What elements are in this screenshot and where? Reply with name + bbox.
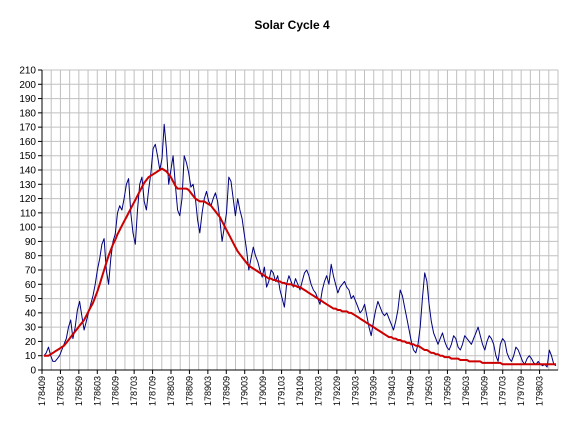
y-tick-label: 190: [19, 94, 36, 105]
x-tick-label: 179303: [350, 376, 360, 406]
y-tick-label: 200: [19, 80, 36, 91]
y-tick-label: 10: [25, 351, 37, 362]
x-tick-label: 178803: [166, 376, 176, 406]
x-tick-label: 179209: [332, 376, 342, 406]
y-tick-label: 30: [25, 323, 37, 334]
x-tick-label: 179609: [479, 376, 489, 406]
x-tick-label: 178509: [74, 376, 84, 406]
x-tick-label: 179703: [498, 376, 508, 406]
x-tick-label: 179003: [240, 376, 250, 406]
x-tick-label: 179803: [535, 376, 545, 406]
x-tick-label: 178703: [129, 376, 139, 406]
x-tick-label: 179103: [277, 376, 287, 406]
y-tick-label: 40: [25, 308, 37, 319]
x-tick-label: 178909: [221, 376, 231, 406]
y-axis: 0 10 20 30 40 50 60 70 80 90 100 110 120 130 140 150 160…: [19, 66, 43, 377]
x-tick-label: 178409: [37, 376, 47, 406]
y-tick-label: 170: [19, 123, 36, 134]
y-tick-label: 70: [25, 266, 37, 277]
x-tick-label: 179109: [295, 376, 305, 406]
x-tick-label: 179603: [461, 376, 471, 406]
x-tick-label: 179403: [387, 376, 397, 406]
y-tick-label: 20: [25, 337, 37, 348]
y-tick-label: 140: [19, 166, 36, 177]
series-layer: [43, 123, 557, 368]
y-tick-label: 180: [19, 108, 36, 119]
x-tick-label: 179009: [258, 376, 268, 406]
y-tick-label: 0: [30, 366, 36, 377]
x-tick-label: 179203: [313, 376, 323, 406]
x-tick-label: 178603: [92, 376, 102, 406]
y-tick-label: 210: [19, 66, 36, 77]
x-tick-label: 178503: [55, 376, 65, 406]
x-tick-label: 178809: [184, 376, 194, 406]
x-tick-label: 179409: [406, 376, 416, 406]
y-tick-label: 100: [19, 223, 36, 234]
series-line-monthly: [43, 123, 557, 368]
x-tick-label: 179509: [442, 376, 452, 406]
x-tick-label: 179309: [369, 376, 379, 406]
x-tick-label: 178609: [111, 376, 121, 406]
x-tick-label: 179709: [516, 376, 526, 406]
x-axis: 178409 178503 178509 178603 178609 178703 1787…: [37, 369, 558, 406]
y-tick-label: 90: [25, 237, 37, 248]
y-tick-label: 50: [25, 294, 37, 305]
y-tick-label: 160: [19, 137, 36, 148]
y-tick-label: 130: [19, 180, 36, 191]
y-tick-label: 120: [19, 194, 36, 205]
y-tick-label: 110: [20, 208, 36, 219]
series-line-smoothed: [44, 167, 556, 366]
y-tick-label: 60: [25, 280, 37, 291]
y-tick-label: 150: [19, 151, 36, 162]
x-tick-label: 178709: [148, 376, 158, 406]
x-tick-label: 178903: [203, 376, 213, 406]
chart-title: Solar Cycle 4: [254, 18, 330, 32]
y-tick-label: 80: [25, 251, 37, 262]
x-tick-label: 179503: [424, 376, 434, 406]
